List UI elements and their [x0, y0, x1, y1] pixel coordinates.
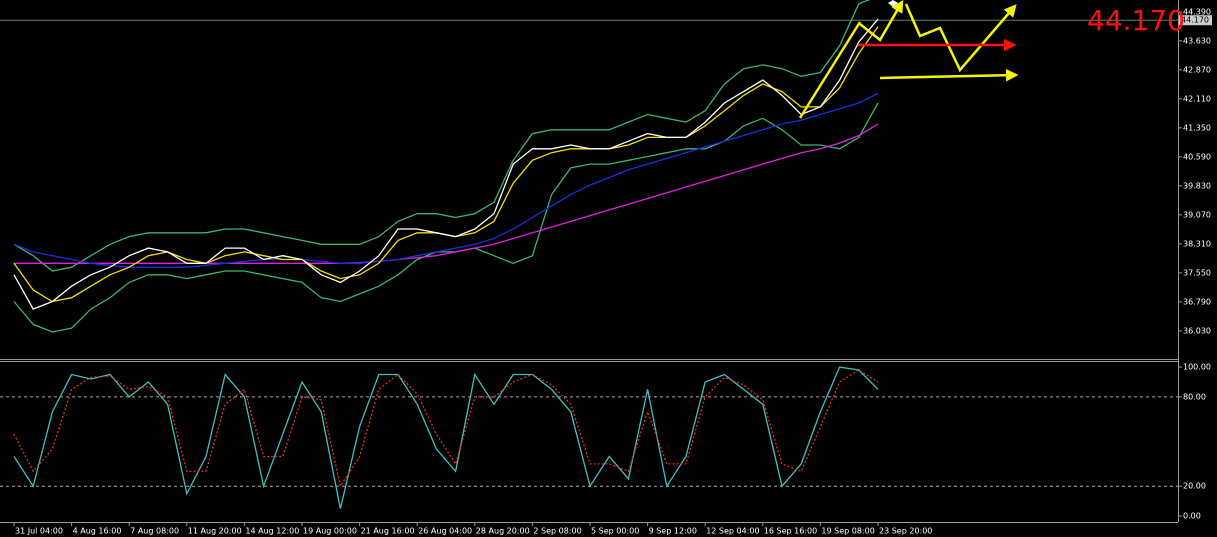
plot	[0, 0, 1178, 509]
x-tick-label: 23 Sep 20:00	[879, 527, 932, 536]
x-tick-label: 11 Aug 20:00	[188, 527, 242, 536]
y-tick-label: 36.790	[1183, 297, 1211, 306]
series-line	[13, 18, 879, 310]
y-tick-label: 43.630	[1183, 36, 1211, 45]
x-tick-label: 4 Aug 16:00	[73, 527, 122, 536]
series-line	[14, 123, 879, 264]
x-tick-label: 31 Jul 04:00	[15, 527, 63, 536]
x-tick-label: 21 Aug 16:00	[361, 527, 415, 536]
x-tick-label: 5 Sep 00:00	[591, 527, 639, 536]
price-tag	[1179, 15, 1212, 26]
x-tick-label: 26 Aug 04:00	[418, 527, 472, 536]
price-tag-label: 44.170	[1181, 16, 1209, 25]
y-tick-label: 39.830	[1183, 181, 1211, 190]
series-line	[13, 366, 879, 509]
y-tick-label: 100.00	[1183, 363, 1211, 372]
x-tick-label: 2 Sep 08:00	[533, 527, 581, 536]
y-tick-label: 42.870	[1183, 65, 1211, 74]
arrow	[879, 68, 1019, 82]
x-tick-label: 19 Aug 00:00	[303, 527, 357, 536]
x-tick-label: 28 Aug 20:00	[476, 527, 530, 536]
arrow	[798, 21, 862, 119]
y-tick-label: 0.00	[1183, 512, 1201, 521]
series-line	[13, 0, 871, 272]
series-line	[13, 102, 879, 333]
y-tick-label: 41.350	[1183, 123, 1211, 132]
y-tick-label: 20.00	[1183, 482, 1206, 491]
y-tick-label: 37.550	[1183, 268, 1211, 277]
x-tick-label: 9 Sep 12:00	[649, 527, 697, 536]
series-line	[13, 92, 879, 268]
y-tick-label: 38.310	[1183, 239, 1211, 248]
series-line	[13, 369, 879, 488]
price-annotation: 44.170	[1087, 4, 1185, 37]
x-tick-label: 16 Sep 16:00	[764, 527, 817, 536]
marker	[888, 0, 898, 7]
y-tick-label: 40.590	[1183, 152, 1211, 161]
x-tick-label: 14 Aug 12:00	[245, 527, 299, 536]
y-tick-label: 44.390	[1183, 7, 1211, 16]
projection-arrows	[798, 0, 1019, 119]
y-tick-label: 42.110	[1183, 94, 1211, 103]
y-tick-label: 39.070	[1183, 210, 1211, 219]
arrow	[859, 0, 904, 42]
x-tick-label: 12 Sep 04:00	[706, 527, 759, 536]
y-tick-label: 36.030	[1183, 326, 1211, 335]
y-tick-label: 80.00	[1183, 392, 1206, 401]
arrow	[904, 3, 1017, 73]
x-tick-label: 19 Sep 08:00	[821, 527, 874, 536]
x-tick-label: 7 Aug 08:00	[130, 527, 179, 536]
